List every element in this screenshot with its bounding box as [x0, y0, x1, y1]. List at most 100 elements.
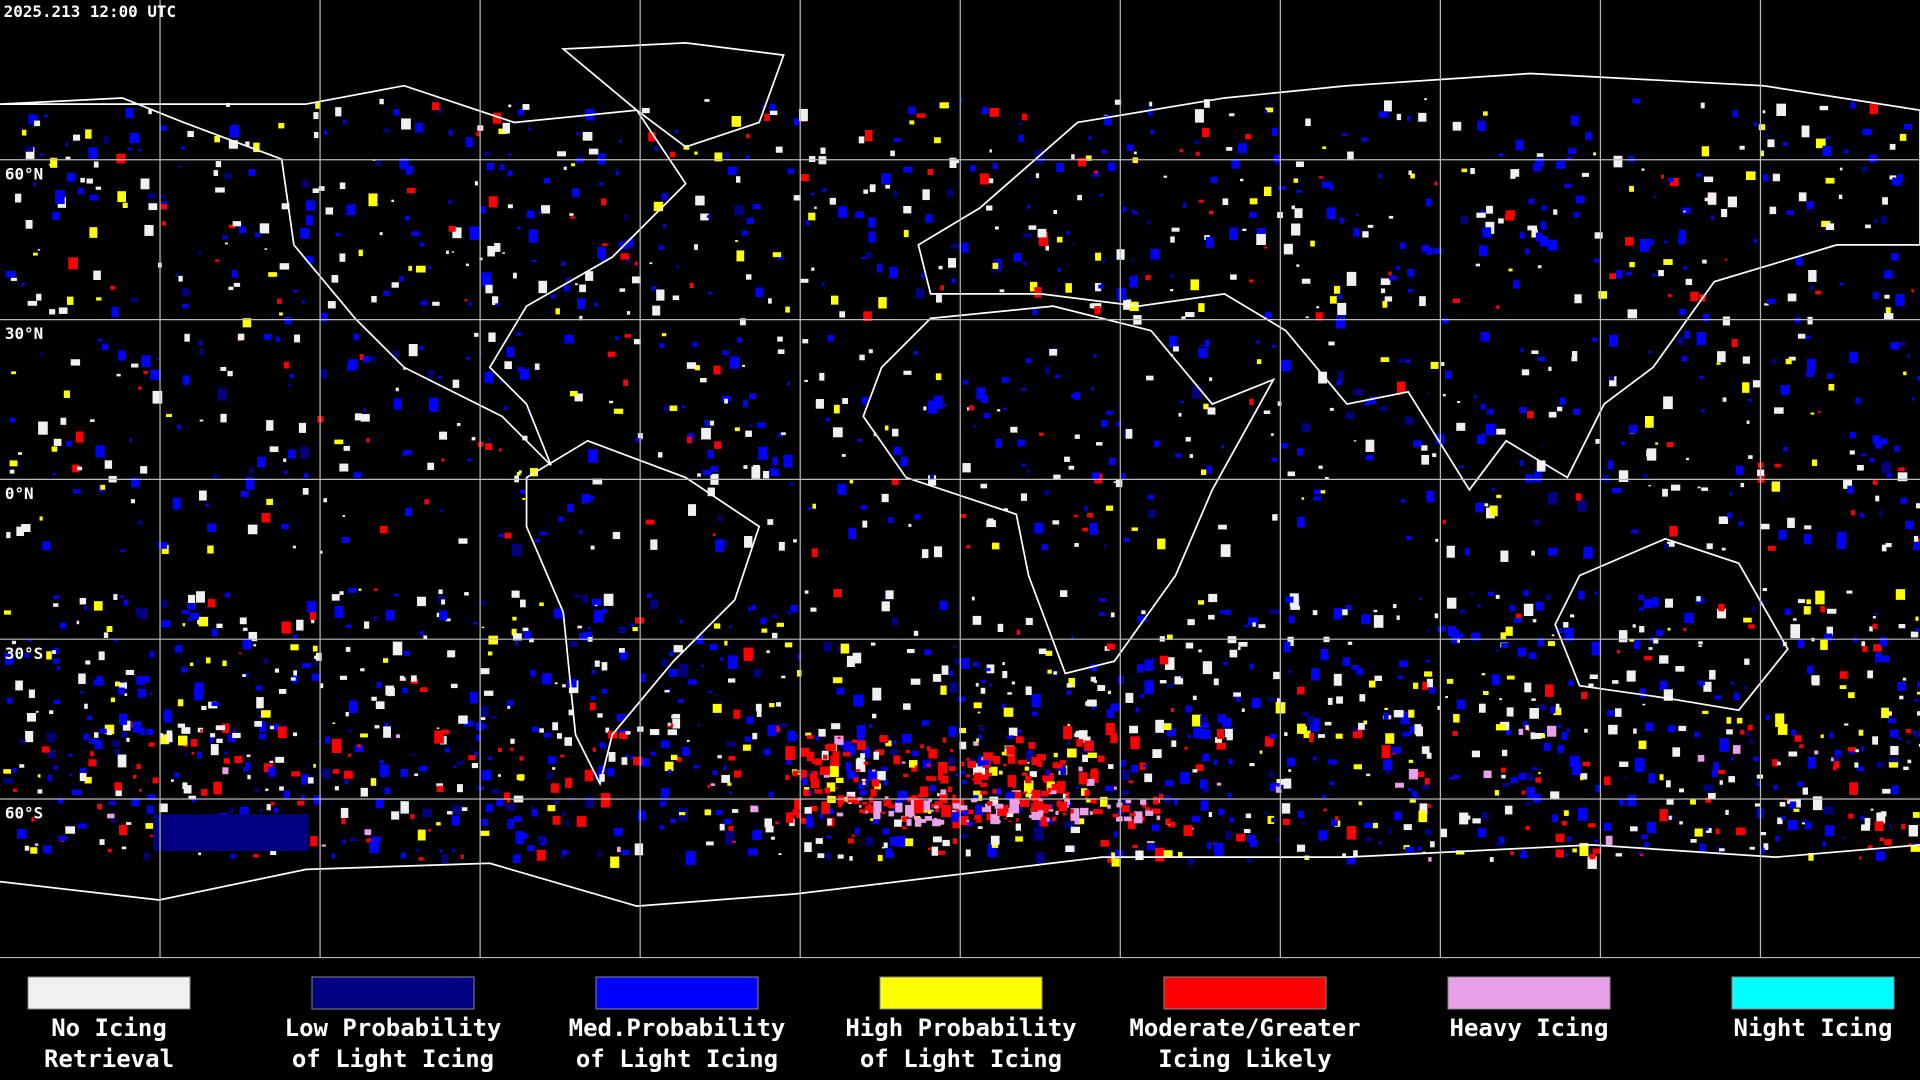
icing-pixel — [973, 702, 982, 709]
icing-pixel — [940, 789, 947, 795]
icing-pixel — [1606, 710, 1615, 717]
icing-pixel — [124, 693, 128, 697]
icing-pixel — [954, 773, 959, 777]
icing-pixel — [889, 266, 898, 279]
icing-pixel — [1360, 614, 1371, 625]
icing-pixel — [1797, 781, 1803, 787]
icing-pixel — [444, 747, 450, 753]
icing-pixel — [9, 469, 15, 474]
icing-pixel — [1811, 675, 1820, 684]
icing-pixel — [1116, 288, 1127, 301]
icing-pixel — [713, 693, 717, 696]
icing-pixel — [927, 809, 932, 814]
icing-pixel — [335, 107, 342, 117]
icing-pixel — [76, 620, 80, 625]
icing-pixel — [885, 847, 891, 854]
icing-pixel — [1872, 292, 1879, 300]
icing-pixel — [991, 542, 1000, 550]
icing-pixel — [992, 789, 997, 794]
icing-pixel — [1141, 802, 1147, 808]
icing-pixel — [358, 588, 362, 591]
icing-pixel — [137, 520, 144, 525]
icing-pixel — [1446, 678, 1454, 684]
icing-pixel — [657, 452, 663, 458]
icing-pixel — [1525, 825, 1530, 830]
icing-pixel — [439, 849, 443, 853]
icing-pixel — [1812, 459, 1818, 467]
icing-pixel — [210, 733, 216, 738]
icing-pixel — [379, 232, 383, 236]
icing-pixel — [1023, 261, 1026, 266]
icing-pixel — [368, 193, 378, 207]
icing-pixel — [248, 467, 254, 473]
icing-pixel — [479, 352, 483, 354]
icing-pixel — [1110, 612, 1115, 618]
icing-pixel — [952, 803, 960, 809]
icing-pixel — [1900, 497, 1907, 504]
icing-pixel — [416, 265, 426, 273]
latitude-label: 60°N — [5, 164, 43, 183]
icing-pixel — [1150, 129, 1155, 135]
icing-pixel — [835, 787, 839, 789]
icing-pixel — [750, 805, 759, 813]
icing-pixel — [1091, 704, 1096, 710]
icing-pixel — [1804, 821, 1813, 830]
icing-pixel — [78, 673, 86, 684]
icing-pixel — [852, 652, 862, 664]
icing-pixel — [28, 114, 38, 125]
icing-pixel — [1776, 103, 1787, 117]
icing-pixel — [1592, 848, 1602, 854]
icing-pixel — [1065, 283, 1072, 293]
icing-pixel — [1184, 746, 1188, 750]
icing-pixel — [634, 261, 638, 266]
icing-pixel — [625, 753, 629, 757]
icing-pixel — [615, 170, 619, 176]
icing-pixel — [1084, 740, 1094, 752]
icing-pixel — [855, 759, 866, 773]
icing-pixel — [543, 732, 551, 738]
icing-pixel — [230, 853, 236, 859]
icing-pixel — [774, 725, 781, 733]
icing-pixel — [871, 819, 879, 824]
icing-pixel — [1810, 412, 1815, 415]
icing-pixel — [1067, 723, 1070, 727]
icing-pixel — [1287, 670, 1291, 673]
icing-pixel — [1905, 520, 1914, 530]
icing-pixel — [311, 673, 321, 681]
icing-pixel — [971, 596, 975, 601]
icing-pixel — [1820, 639, 1828, 650]
icing-pixel — [947, 189, 954, 197]
icing-pixel — [734, 770, 742, 778]
icing-pixel — [1434, 613, 1439, 619]
icing-pixel — [1204, 99, 1210, 108]
icing-pixel — [1062, 793, 1068, 799]
icing-pixel — [1140, 799, 1147, 805]
icing-pixel — [631, 276, 641, 284]
icing-pixel — [1521, 849, 1527, 856]
icing-pixel — [456, 760, 464, 765]
icing-pixel — [37, 774, 41, 778]
icing-pixel — [1881, 707, 1889, 719]
icing-pixel — [1316, 306, 1320, 309]
icing-pixel — [591, 599, 602, 606]
icing-pixel — [1159, 680, 1167, 684]
icing-pixel — [314, 655, 317, 660]
icing-pixel — [66, 172, 76, 182]
icing-pixel — [1568, 680, 1574, 686]
icing-pixel — [1878, 510, 1883, 516]
icing-pixel — [598, 765, 606, 774]
icing-pixel — [1648, 647, 1653, 650]
icing-pixel — [1632, 98, 1641, 104]
icing-pixel — [31, 817, 35, 822]
icing-pixel — [1791, 729, 1797, 737]
icing-pixel — [1808, 269, 1817, 282]
icing-pixel — [970, 798, 978, 803]
icing-pixel — [1017, 121, 1022, 126]
icing-pixel — [1773, 784, 1778, 790]
icing-pixel — [1665, 598, 1673, 608]
icing-pixel — [1031, 789, 1041, 801]
icing-pixel — [1862, 128, 1872, 136]
icing-pixel — [376, 681, 382, 689]
coastline — [525, 439, 761, 787]
icing-pixel — [110, 818, 117, 823]
